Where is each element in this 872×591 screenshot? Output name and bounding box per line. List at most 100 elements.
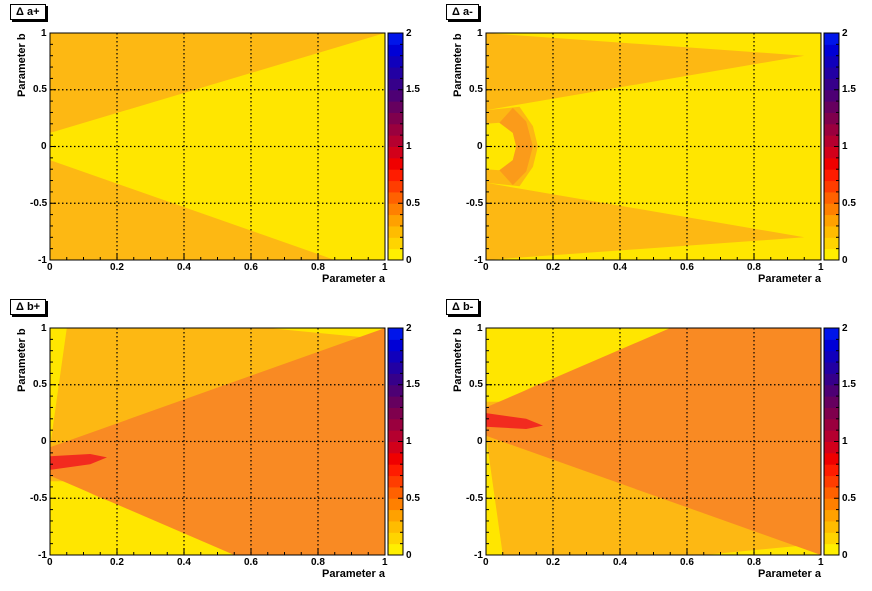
colorbar-cell <box>824 486 839 499</box>
colorbar-cell <box>824 441 839 454</box>
heatmap-region-2 <box>486 328 821 555</box>
colorbar-cell <box>388 157 403 170</box>
colorbar-cell <box>824 339 839 352</box>
colorbar-cell <box>824 452 839 465</box>
x-tick-label: 0.2 <box>110 262 124 273</box>
colorbar-tick-label: 0 <box>406 549 412 561</box>
x-tick-label: 0.6 <box>244 262 258 273</box>
colorbar-cell <box>824 33 839 45</box>
colorbar-tick-label: 1.5 <box>406 84 420 96</box>
colorbar-cell <box>824 532 839 545</box>
colorbar-tick-label: 0.5 <box>842 197 856 209</box>
colorbar-cell <box>388 328 403 340</box>
y-tick-label: -1 <box>38 254 47 266</box>
colorbar-cell <box>388 362 403 374</box>
colorbar-cell <box>388 520 403 533</box>
x-tick-label: 0 <box>483 262 489 273</box>
y-tick-label: 0 <box>477 436 483 447</box>
x-tick-label: 0.4 <box>613 262 627 273</box>
heatmap-panel-delta-a-minus: Δ a- Parameter a Parameter b 0 0.2 0.4 0.6 0… <box>436 0 872 295</box>
y-tick-label: -0.5 <box>30 197 48 209</box>
y-axis-label: Parameter b <box>16 33 28 97</box>
colorbar-cell <box>388 123 403 136</box>
y-tick-label: 1 <box>477 27 483 39</box>
colorbar-tick-label: 1 <box>842 436 848 447</box>
colorbar-cell <box>388 384 403 397</box>
y-axis-label: Parameter b <box>16 328 28 392</box>
colorbar-cell <box>824 169 839 182</box>
colorbar-cell <box>388 169 403 182</box>
x-tick-label: 0.6 <box>680 557 694 568</box>
colorbar-cell <box>388 418 403 431</box>
colorbar-cell <box>388 214 403 227</box>
colorbar-cell <box>824 67 839 79</box>
colorbar-cell <box>824 430 839 442</box>
colorbar-cell <box>388 498 403 511</box>
x-tick-label: 0.8 <box>311 262 325 273</box>
heatmap-region-2 <box>50 328 385 555</box>
colorbar-cell <box>824 55 839 68</box>
x-axis-label: Parameter a <box>758 273 821 285</box>
x-tick-label: 0.6 <box>244 557 258 568</box>
colorbar-cell <box>824 214 839 227</box>
colorbar-cell <box>388 373 403 386</box>
colorbar-cell <box>388 203 403 216</box>
colorbar-cell <box>824 396 839 408</box>
colorbar-cell <box>824 237 839 250</box>
colorbar-tick-label: 0 <box>842 549 848 561</box>
x-tick-label: 0 <box>47 557 53 568</box>
colorbar-cell <box>824 362 839 374</box>
colorbar-cell <box>824 112 839 125</box>
x-tick-label: 0.2 <box>546 262 560 273</box>
colorbar-tick-label: 1 <box>842 141 848 152</box>
colorbar-tick-label: 1.5 <box>842 84 856 96</box>
y-tick-label: 0 <box>41 141 47 152</box>
colorbar-cell <box>824 384 839 397</box>
colorbar-cell <box>824 135 839 147</box>
colorbar-cell <box>388 55 403 68</box>
colorbar-cell <box>824 418 839 431</box>
y-tick-label: 0.5 <box>33 84 47 96</box>
colorbar-cell <box>388 509 403 522</box>
colorbar-cell <box>824 146 839 159</box>
colorbar-cell <box>388 475 403 488</box>
colorbar-tick-label: 1 <box>406 141 412 152</box>
heatmap-region-3 <box>50 454 107 470</box>
colorbar-cell <box>388 396 403 408</box>
colorbar-tick-label: 0 <box>842 254 848 266</box>
colorbar-cell <box>824 89 839 102</box>
colorbar-tick-label: 1.5 <box>406 379 420 391</box>
colorbar-cell <box>824 78 839 91</box>
x-tick-label: 0.8 <box>747 557 761 568</box>
heatmap-region-1 <box>486 33 805 111</box>
colorbar-cell <box>388 191 403 204</box>
heatmap-region-3 <box>486 413 543 429</box>
colorbar-cell <box>824 123 839 136</box>
colorbar-cell <box>824 373 839 386</box>
x-tick-label: 0.2 <box>110 557 124 568</box>
colorbar-cell <box>824 191 839 204</box>
colorbar-cell <box>388 225 403 238</box>
x-tick-label: 1 <box>382 557 388 568</box>
colorbar-cell <box>824 328 839 340</box>
colorbar-tick-label: 0 <box>406 254 412 266</box>
colorbar-cell <box>388 452 403 465</box>
x-tick-label: 0.8 <box>311 557 325 568</box>
colorbar-cell <box>388 350 403 363</box>
heatmap-panel-delta-a-plus: Δ a+ Parameter a Parameter b 0 0.2 0.4 0.6 0… <box>0 0 436 295</box>
y-tick-label: 1 <box>477 322 483 334</box>
plot-title: Δ a+ <box>10 4 46 20</box>
x-tick-label: 1 <box>818 262 824 273</box>
colorbar-cell <box>388 101 403 113</box>
colorbar-cell <box>824 225 839 238</box>
colorbar-cell <box>388 89 403 102</box>
y-tick-label: -0.5 <box>466 492 484 504</box>
colorbar-tick-label: 2 <box>842 322 848 334</box>
x-tick-label: 0 <box>483 557 489 568</box>
colorbar-cell <box>388 486 403 499</box>
y-tick-label: -1 <box>38 549 47 561</box>
heatmap-region-1 <box>50 33 385 260</box>
y-tick-label: 0 <box>41 436 47 447</box>
x-axis-label: Parameter a <box>758 568 821 580</box>
colorbar-cell <box>388 44 403 57</box>
